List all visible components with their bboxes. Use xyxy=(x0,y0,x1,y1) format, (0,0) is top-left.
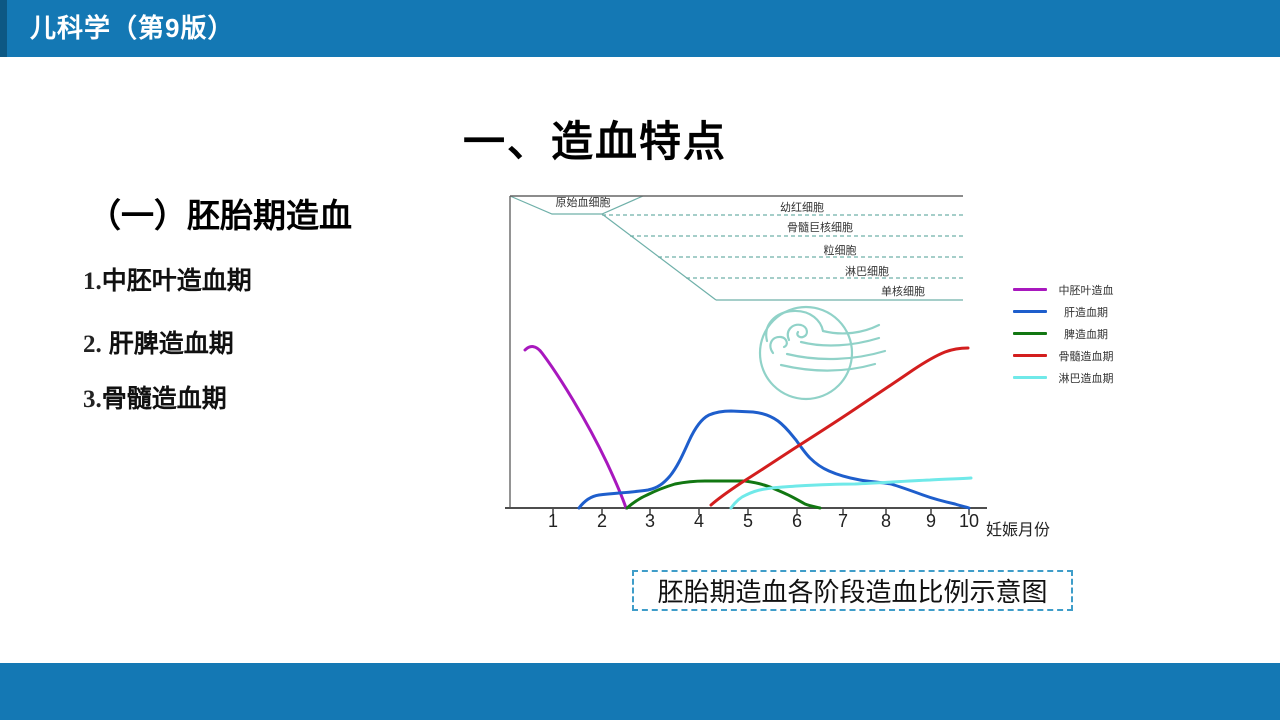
cell-label-lymphocyte: 淋巴细胞 xyxy=(845,266,889,278)
list-item-label: 中胚叶造血期 xyxy=(101,267,252,295)
series-spleen-curve xyxy=(625,479,822,510)
section-heading: （一）胚胎期造血 xyxy=(88,197,352,234)
x-tick-label: 2 xyxy=(596,511,608,531)
legend-swatch-spleen xyxy=(1013,332,1047,335)
series-liver-curve xyxy=(577,409,971,510)
x-tick-label: 9 xyxy=(925,511,937,531)
slide-title: 一、造血特点 xyxy=(462,118,728,165)
list-item-number: 3. xyxy=(83,386,102,413)
cell-label-primitive: 原始血细胞 xyxy=(555,197,611,209)
cell-label-erythroid: 幼红细胞 xyxy=(780,202,824,214)
legend-swatch-mesoblastic xyxy=(1013,288,1047,291)
x-tick-label: 3 xyxy=(644,511,656,531)
legend-item: 淋巴造血期 xyxy=(1013,371,1125,385)
legend-item: 骨髓造血期 xyxy=(1013,349,1125,363)
list-item: 1.中胚叶造血期 xyxy=(83,261,252,297)
series-bone-marrow-curve xyxy=(709,346,970,507)
list-item-number: 1. xyxy=(83,268,102,295)
funnel-outline xyxy=(509,195,644,215)
cell-label-megakaryocyte: 骨髓巨核细胞 xyxy=(787,222,853,234)
x-tick-label: 5 xyxy=(742,511,754,531)
series-mesoblastic-curve xyxy=(523,345,628,510)
wind-cloud-watermark-icon xyxy=(758,305,887,401)
x-axis xyxy=(505,507,987,515)
list-item: 2. 肝脾造血期 xyxy=(83,324,234,360)
legend-label: 肝造血期 xyxy=(1064,306,1108,319)
figure-caption: 胚胎期造血各阶段造血比例示意图 xyxy=(657,577,1048,607)
list-item-label: 肝脾造血期 xyxy=(101,330,234,358)
x-tick-label: 10 xyxy=(958,511,980,531)
list-item-number: 2. xyxy=(83,331,102,358)
legend-swatch-bone-marrow xyxy=(1013,354,1047,357)
chart-frame xyxy=(509,195,963,508)
legend-item: 脾造血期 xyxy=(1013,327,1125,341)
series-lymphoid-curve xyxy=(729,476,973,510)
legend-label: 中胚叶造血 xyxy=(1058,284,1114,297)
cell-label-monocyte: 单核细胞 xyxy=(881,286,925,298)
title-bar: 儿科学（第9版） xyxy=(0,0,1280,57)
chart-legend: 中胚叶造血 肝造血期 脾造血期 骨髓造血期 淋巴造血期 xyxy=(1013,283,1125,393)
legend-label: 脾造血期 xyxy=(1064,328,1108,341)
title-bar-accent xyxy=(0,0,7,57)
legend-item: 肝造血期 xyxy=(1013,305,1125,319)
book-title: 儿科学（第9版） xyxy=(30,13,235,43)
list-item-label: 骨髓造血期 xyxy=(101,385,227,413)
x-axis-title: 妊娠月份 xyxy=(986,522,1051,539)
x-tick-label: 8 xyxy=(880,511,892,531)
x-tick-label: 4 xyxy=(693,511,705,531)
legend-label: 淋巴造血期 xyxy=(1058,372,1114,385)
lineage-dashed-separators xyxy=(602,214,963,279)
x-tick-label: 1 xyxy=(547,511,559,531)
legend-label: 骨髓造血期 xyxy=(1058,350,1114,363)
x-tick-label: 6 xyxy=(791,511,803,531)
footer-bar xyxy=(0,663,1280,720)
cell-label-granulocyte: 粒细胞 xyxy=(823,245,857,257)
lineage-funnel xyxy=(509,195,963,301)
hematopoiesis-chart: 原始血细胞 幼红细胞 骨髓巨核细胞 粒细胞 淋巴细胞 单核细胞 1 2 3 4 … xyxy=(505,190,1005,540)
legend-swatch-lymphoid xyxy=(1013,376,1047,379)
legend-swatch-liver xyxy=(1013,310,1047,313)
chart-canvas xyxy=(505,195,987,515)
legend-item: 中胚叶造血 xyxy=(1013,283,1125,297)
x-axis-ticks xyxy=(552,508,970,515)
x-tick-label: 7 xyxy=(837,511,849,531)
list-item: 3.骨髓造血期 xyxy=(83,379,227,415)
figure-caption-box: 胚胎期造血各阶段造血比例示意图 xyxy=(632,570,1073,611)
